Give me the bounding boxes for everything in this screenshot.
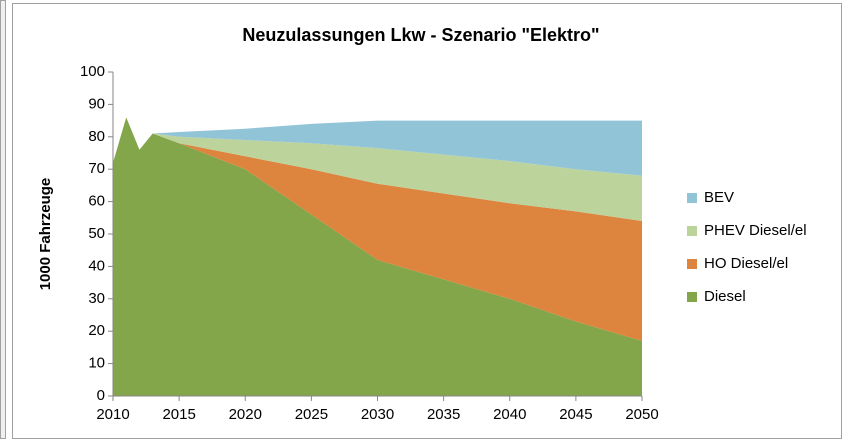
y-tick-label: 50: [88, 225, 105, 242]
chart-title: Neuzulassungen Lkw - Szenario "Elektro": [242, 25, 599, 45]
legend-label: BEV: [704, 189, 734, 206]
y-tick-label: 40: [88, 257, 105, 274]
y-tick-label: 80: [88, 128, 105, 145]
x-tick-label: 2020: [229, 406, 262, 423]
legend-label: HO Diesel/el: [704, 255, 788, 272]
y-tick-label: 100: [80, 63, 105, 80]
y-tick-label: 10: [88, 355, 105, 372]
area: [113, 117, 642, 397]
legend-swatch: [687, 193, 697, 203]
legend-swatch: [687, 292, 697, 302]
window-edge: [0, 0, 6, 439]
y-tick-label: 60: [88, 193, 105, 210]
x-tick-label: 2010: [96, 406, 129, 423]
x-tick-label: 2050: [625, 406, 658, 423]
y-tick-label: 90: [88, 95, 105, 112]
x-tick-label: 2040: [493, 406, 526, 423]
y-tick-label: 20: [88, 322, 105, 339]
x-tick-label: 2045: [559, 406, 592, 423]
area: [113, 117, 642, 176]
legend-label: Diesel: [704, 288, 746, 305]
y-tick-label: 70: [88, 160, 105, 177]
x-tick-label: 2015: [162, 406, 195, 423]
legend-swatch: [687, 259, 697, 269]
legend-label: PHEV Diesel/el: [704, 222, 807, 239]
x-tick-label: 2035: [427, 406, 460, 423]
area: [113, 117, 642, 341]
x-tick-label: 2025: [295, 406, 328, 423]
area: [113, 117, 642, 222]
y-axis-label: 1000 Fahrzeuge: [37, 178, 54, 291]
legend-swatch: [687, 226, 697, 236]
y-tick-label: 30: [88, 290, 105, 307]
x-tick-label: 2030: [361, 406, 394, 423]
y-tick-label: 0: [97, 387, 105, 404]
